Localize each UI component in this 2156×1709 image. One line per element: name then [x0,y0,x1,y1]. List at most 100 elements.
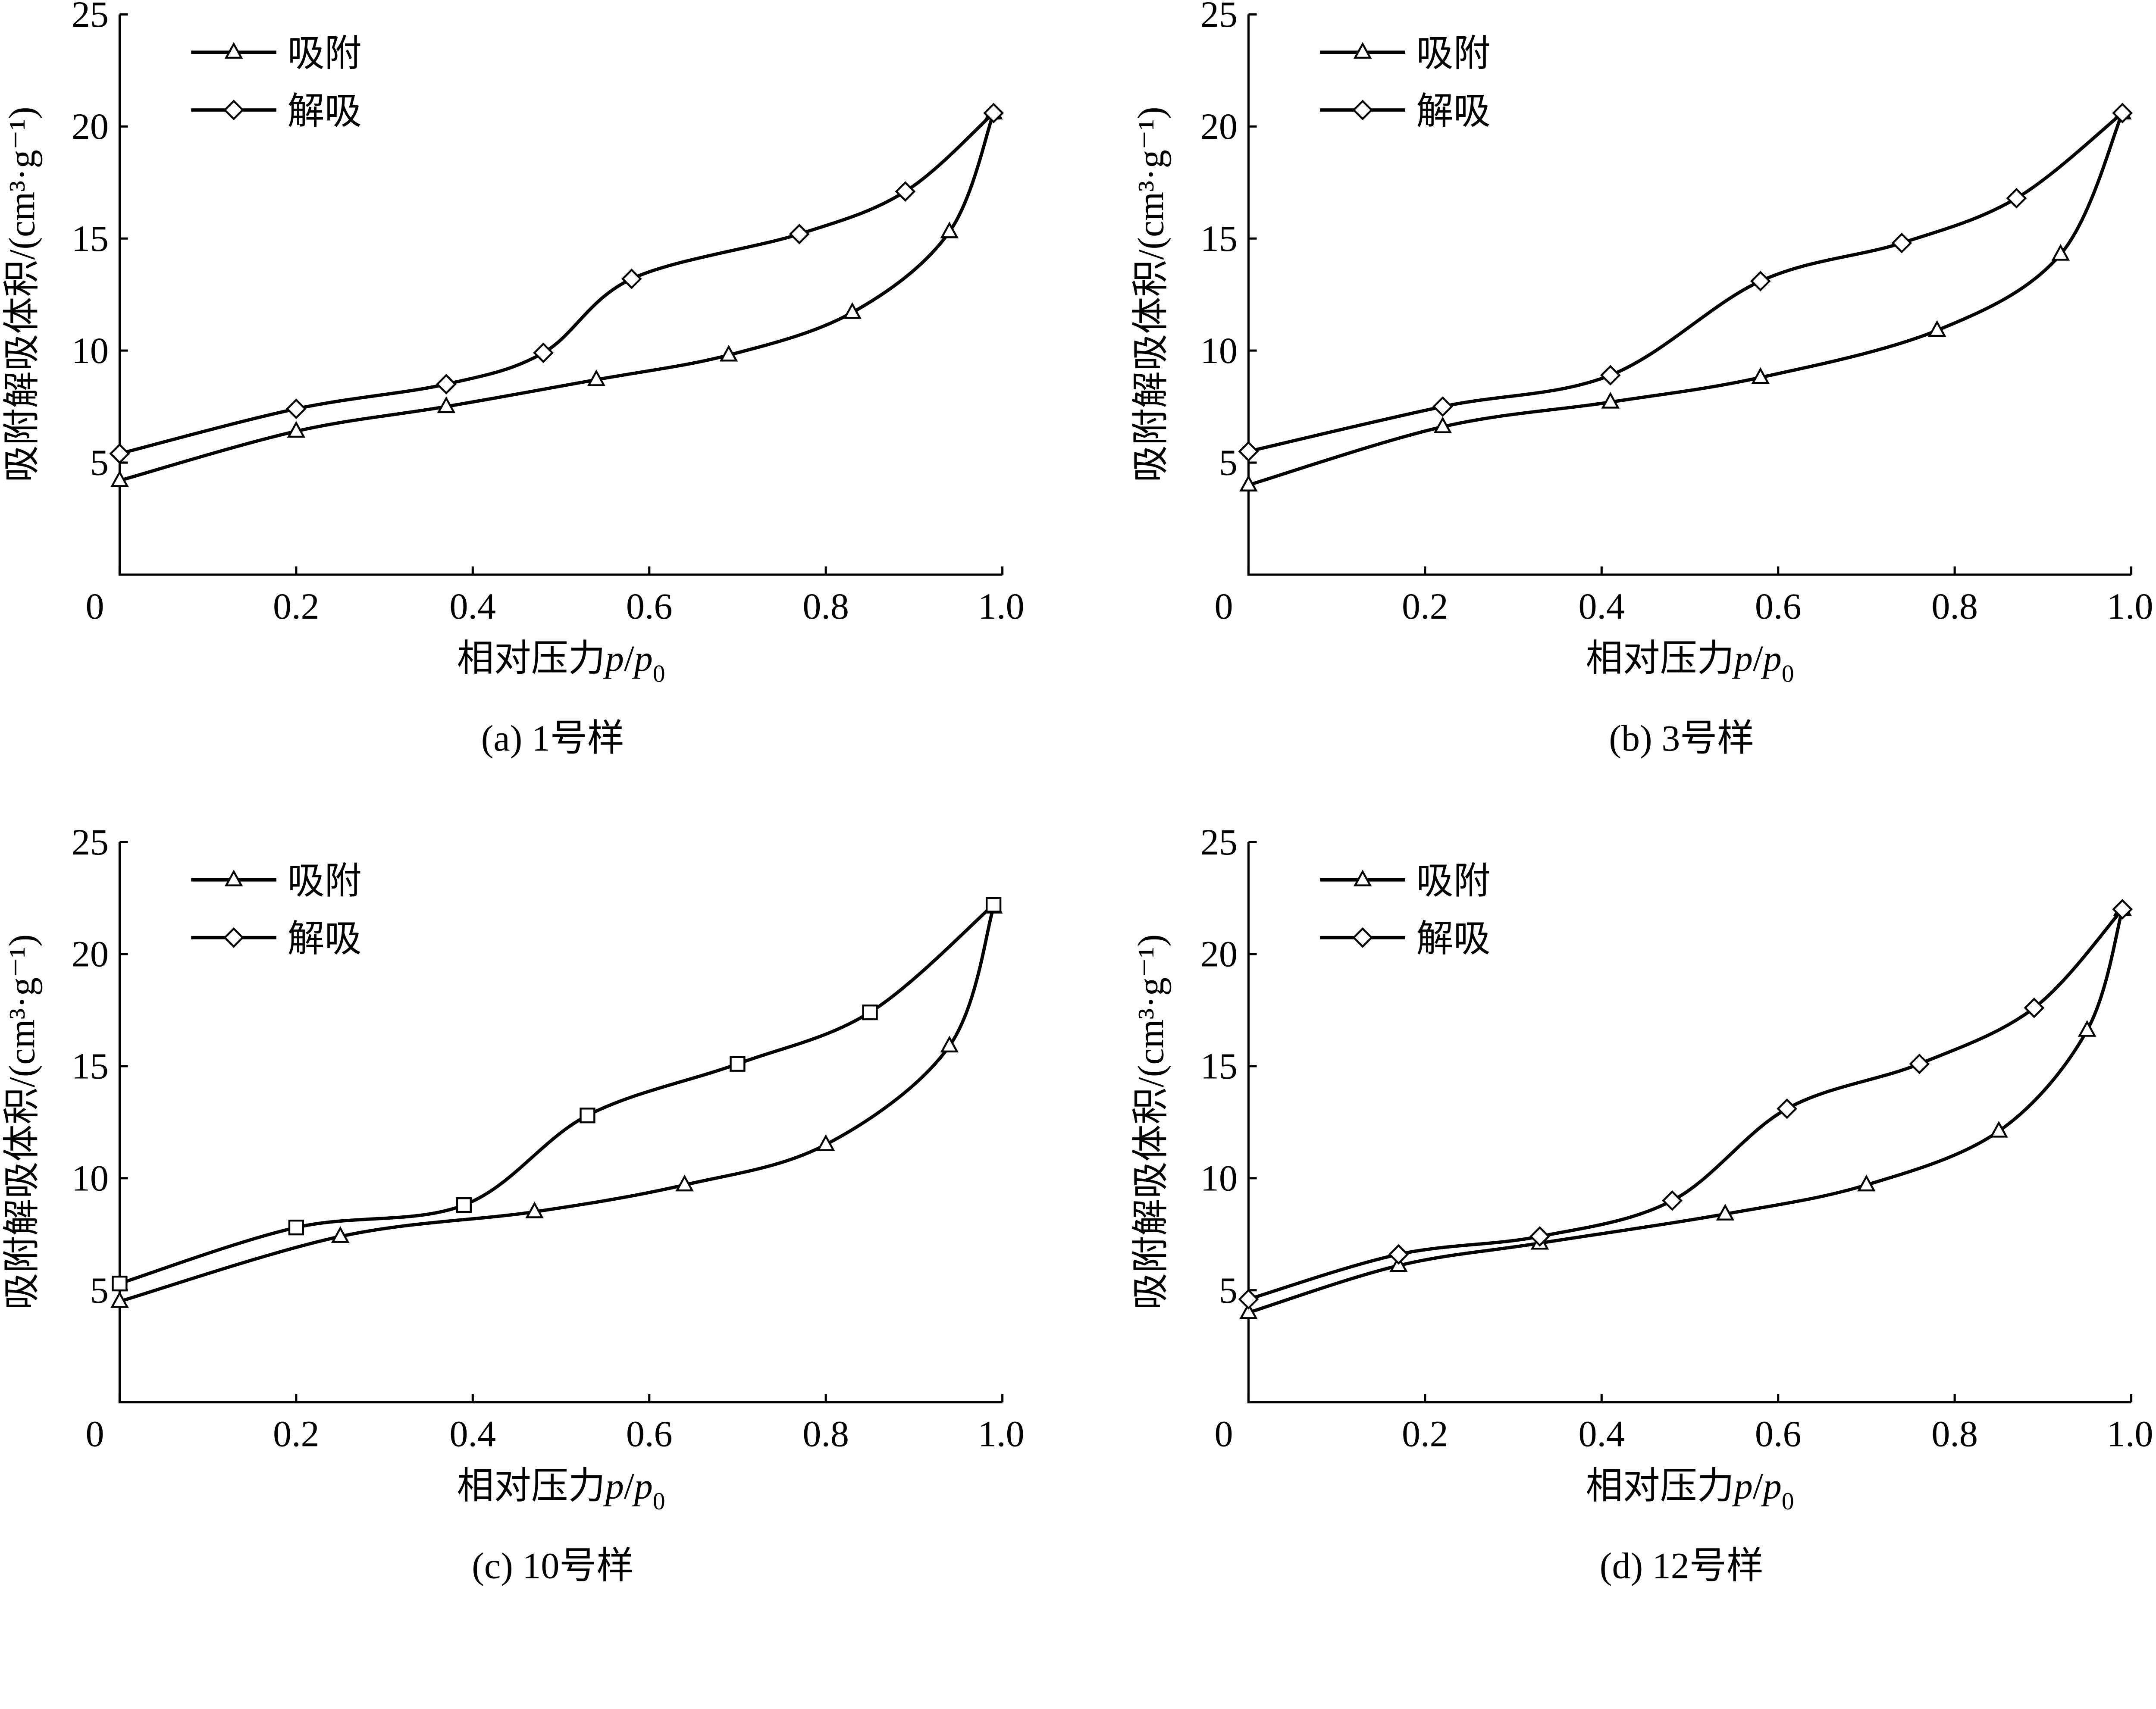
legend-item-desorption: 解吸 [1320,918,1491,960]
data-point [1239,475,1258,491]
data-point [110,1291,129,1308]
x-axis-label-slash: / [624,638,634,679]
data-point [1751,367,1770,384]
x-axis-label: 相对压力p/p0 [1586,638,1794,688]
series-line [119,903,995,1285]
x-tick-label: 0 [1214,585,1233,627]
y-tick-label: 5 [1219,1269,1238,1311]
data-point [1891,232,1912,254]
data-point [1857,1174,1876,1192]
x-tick-label: 0.8 [802,585,849,627]
y-tick-label: 15 [72,1045,109,1087]
legend-label: 吸附 [1416,861,1490,902]
y-axis-label: 吸附解吸体积/(cm³·g⁻¹) [1130,106,1172,482]
data-point [2051,244,2070,261]
y-tick-label: 10 [1200,1157,1238,1199]
x-tick-label: 1.0 [978,1413,1025,1455]
y-tick-label: 20 [1200,106,1238,147]
legend-item-desorption: 解吸 [1320,91,1491,132]
x-axis-label-p: p [1732,1465,1753,1507]
y-axis-label: 吸附解吸体积/(cm³·g⁻¹) [1130,934,1172,1310]
legend-triangle-icon [1353,42,1372,59]
x-axis-label-p0: p [632,638,653,679]
data-point [2024,997,2045,1018]
data-point [525,1201,544,1218]
data-point [1239,1302,1258,1319]
chart-panel-a: 0 0.2 0.4 0.6 0.8 1.0510152025相对压力p/p0吸附解吸体积/… [1,0,1025,759]
data-point [1238,1289,1259,1310]
series-desorption [112,897,1002,1292]
legend-item-adsorption: 吸附 [191,33,362,74]
y-tick-label: 5 [1219,442,1238,483]
data-point [1600,365,1621,386]
data-point [285,398,307,419]
legend-item-adsorption: 吸附 [191,861,362,902]
legend-diamond-icon [223,100,244,120]
data-point [940,1036,959,1053]
data-point [983,103,1004,124]
data-point [862,1004,878,1020]
legend-label: 解吸 [1416,918,1490,960]
y-tick-label: 15 [1200,1045,1238,1087]
x-axis-label: 相对压力p/p0 [457,1465,665,1515]
series-line [1248,112,2124,453]
data-point [719,344,738,362]
legend-item-adsorption: 吸附 [1320,33,1491,74]
x-tick-label: 0.2 [273,585,320,627]
x-axis-label-main: 相对压力 [457,1465,605,1507]
data-point [587,369,606,386]
data-point [287,421,306,438]
panel-caption: (b) 3号样 [1609,717,1754,759]
legend-diamond-icon [223,927,244,948]
x-tick-label: 0 [86,1413,104,1455]
x-axis-label-p0: p [632,1465,653,1507]
data-point [843,302,862,319]
x-axis-label-slash: / [1753,638,1763,679]
data-point [533,342,554,363]
x-axis-label-slash: / [1753,1465,1763,1507]
panel-caption: (d) 12号样 [1600,1545,1764,1587]
x-tick-label: 0.4 [450,585,496,627]
x-axis-label-main: 相对压力 [457,638,605,679]
legend-diamond-icon [1352,927,1373,948]
data-point [1750,271,1771,291]
legend-item-adsorption: 吸附 [1320,861,1491,902]
data-point [1716,1204,1735,1221]
data-point [1433,416,1452,433]
series-desorption [109,103,1004,464]
axis-lines [1247,14,2131,576]
legend-triangle-icon [224,42,243,59]
legend-item-desorption: 解吸 [191,918,362,960]
chart-panel-b: 0 0.2 0.4 0.6 0.8 1.0510152025相对压力p/p0吸附解吸体积/… [1130,0,2153,759]
data-point [436,374,457,394]
data-point [621,268,642,289]
series-adsorption [110,103,1003,487]
data-point [2112,103,2133,124]
y-axis-label: 吸附解吸体积/(cm³·g⁻¹) [1,106,43,482]
data-point [331,1226,350,1243]
x-axis-label: 相对压力p/p0 [1586,1465,1794,1515]
x-tick-label: 0.4 [1578,1413,1625,1455]
legend-label: 吸附 [1416,33,1490,74]
figure: 0 0.2 0.4 0.6 0.8 1.0510152025相对压力p/p0吸附解吸体积/… [1,0,2153,1587]
x-axis-label-main: 相对压力 [1586,1465,1734,1507]
x-axis-label-p: p [1732,638,1753,679]
legend-item-desorption: 解吸 [191,91,362,132]
x-tick-label: 0.4 [450,1413,496,1455]
series-adsorption [1239,899,2132,1319]
legend-label: 吸附 [287,33,361,74]
y-tick-label: 10 [72,1157,109,1199]
data-point [1927,320,1946,337]
y-tick-label: 20 [72,106,109,147]
data-point [789,223,810,244]
series-line [1248,908,2124,1301]
y-axis-label: 吸附解吸体积/(cm³·g⁻¹) [1,934,43,1310]
data-point [1388,1244,1409,1265]
axis-lines [118,842,1003,1404]
series-line [119,906,995,1303]
x-axis-label-sub: 0 [1782,660,1794,688]
x-tick-label: 0.8 [802,1413,849,1455]
y-tick-label: 15 [72,218,109,259]
data-point [1529,1226,1550,1247]
x-tick-label: 1.0 [2107,1413,2153,1455]
